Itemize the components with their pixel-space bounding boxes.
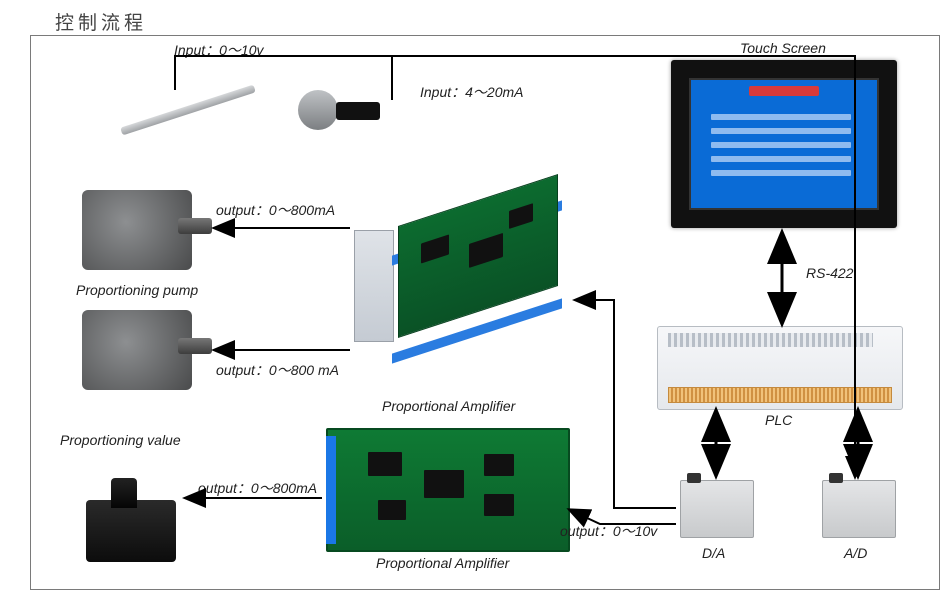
plc-label: PLC xyxy=(765,412,792,428)
da-module xyxy=(680,480,754,538)
plc xyxy=(657,326,903,410)
amplifier-bottom-label: Proportional Amplifier xyxy=(376,555,509,571)
lbl-input-0-10v: Input：0～10v xyxy=(174,40,264,60)
da-label: D/A xyxy=(702,545,725,561)
amplifier-top xyxy=(354,170,574,340)
pump-top xyxy=(82,190,192,270)
pressure-sensor xyxy=(298,90,338,130)
lbl-out-800-1: output：0～800mA xyxy=(216,200,335,220)
valve-label: Proportioning value xyxy=(60,432,181,448)
touch-screen-banner xyxy=(749,86,819,96)
touch-screen-label: Touch Screen xyxy=(740,40,826,56)
lbl-out-0-10v: output：0～10v xyxy=(560,521,657,541)
touch-screen-display xyxy=(689,78,879,210)
pump-bottom xyxy=(82,310,192,390)
diagram-title: 控制流程 xyxy=(55,8,147,35)
pump-label: Proportioning pump xyxy=(76,282,198,298)
amplifier-bottom xyxy=(326,428,570,552)
lbl-out-800-3: output：0～800mA xyxy=(198,478,317,498)
lbl-out-800-2: output：0～800 mA xyxy=(216,360,339,380)
lbl-rs422: RS-422 xyxy=(806,265,853,281)
plc-io-top xyxy=(668,333,873,347)
valve xyxy=(86,500,176,562)
ad-module xyxy=(822,480,896,538)
amplifier-top-label: Proportional Amplifier xyxy=(382,398,515,414)
lbl-input-4-20ma: Input：4～20mA xyxy=(420,82,524,102)
plc-terminal-strip xyxy=(668,387,893,403)
ad-label: A/D xyxy=(844,545,867,561)
touch-screen xyxy=(671,60,897,228)
